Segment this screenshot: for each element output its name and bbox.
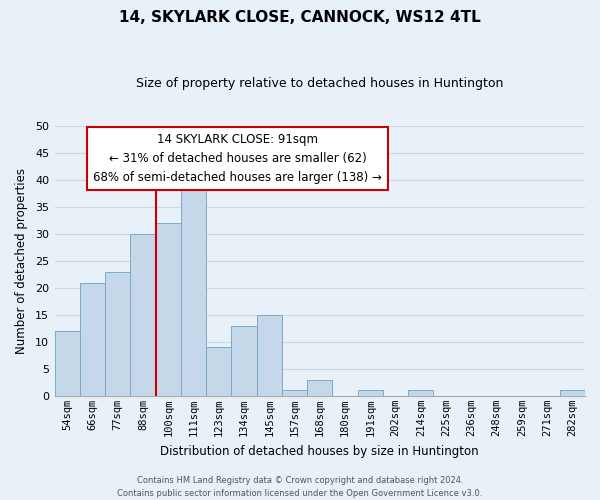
Bar [560, 390, 585, 396]
Bar [130, 234, 155, 396]
Bar [282, 390, 307, 396]
X-axis label: Distribution of detached houses by size in Huntington: Distribution of detached houses by size … [161, 444, 479, 458]
Title: Size of property relative to detached houses in Huntington: Size of property relative to detached ho… [136, 78, 503, 90]
Bar [232, 326, 257, 396]
Bar [358, 390, 383, 396]
Bar [155, 224, 181, 396]
Bar [181, 175, 206, 396]
Bar [55, 331, 80, 396]
Bar [206, 348, 232, 396]
Bar [307, 380, 332, 396]
Bar [80, 282, 105, 396]
Text: 14 SKYLARK CLOSE: 91sqm
← 31% of detached houses are smaller (62)
68% of semi-de: 14 SKYLARK CLOSE: 91sqm ← 31% of detache… [93, 133, 382, 184]
Bar [408, 390, 433, 396]
Bar [105, 272, 130, 396]
Text: 14, SKYLARK CLOSE, CANNOCK, WS12 4TL: 14, SKYLARK CLOSE, CANNOCK, WS12 4TL [119, 10, 481, 25]
Text: Contains HM Land Registry data © Crown copyright and database right 2024.
Contai: Contains HM Land Registry data © Crown c… [118, 476, 482, 498]
Bar [257, 315, 282, 396]
Y-axis label: Number of detached properties: Number of detached properties [15, 168, 28, 354]
